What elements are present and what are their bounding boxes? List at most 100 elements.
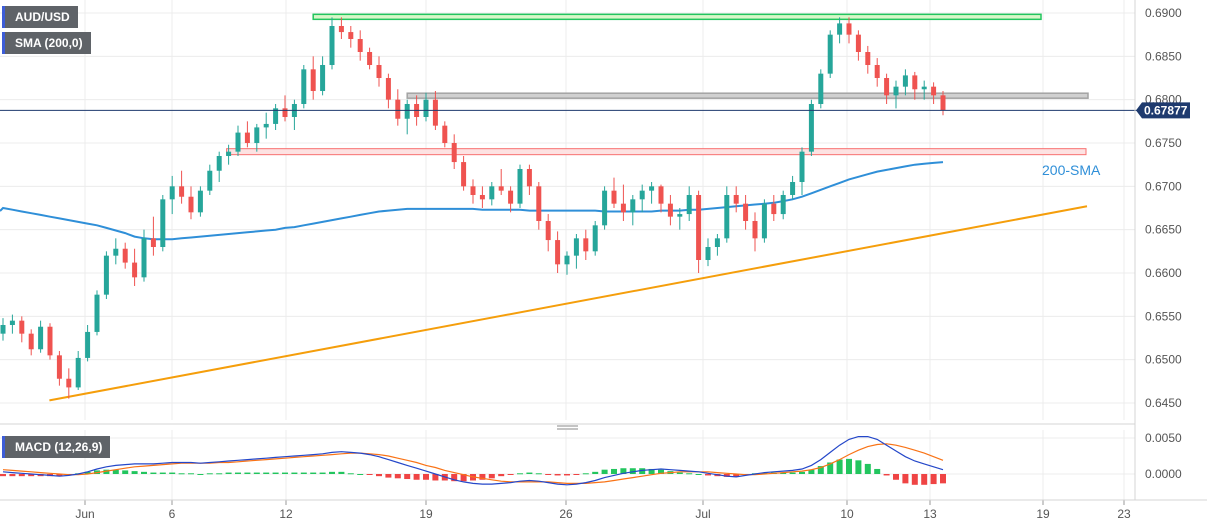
candle-body <box>818 73 824 104</box>
macd-histogram-bar <box>686 473 693 475</box>
candle-body <box>301 69 307 104</box>
candle-body <box>837 23 843 35</box>
time-axis: Jun 6 12 19 26 Jul 10 13 19 23 <box>75 500 1131 521</box>
macd-lines <box>2 436 944 486</box>
macd-histogram-bar <box>216 473 223 475</box>
macd-histogram-bar <box>582 473 589 475</box>
macd-histogram-bar <box>197 474 204 475</box>
macd-histogram-bar <box>291 472 298 474</box>
macd-histogram-bar <box>855 460 862 474</box>
mid-level <box>406 92 1089 99</box>
macd-histogram-bar <box>573 474 580 475</box>
candle-body <box>526 169 532 187</box>
price-tick-label: 0.6700 <box>1145 179 1182 193</box>
candle-body <box>169 186 175 200</box>
macd-histogram-bar <box>705 474 711 476</box>
macd-histogram-bar <box>385 474 392 478</box>
candle-body <box>677 214 683 217</box>
macd-histogram-bar <box>178 473 185 475</box>
macd-histogram-bar <box>761 472 768 474</box>
candle-body <box>385 78 391 100</box>
macd-histogram-bar <box>18 474 25 477</box>
macd-histogram-bar <box>723 474 730 477</box>
candle-body <box>28 333 34 350</box>
candle-body <box>160 199 166 247</box>
macd-histogram-bar <box>535 473 542 475</box>
time-tick-label: 6 <box>169 507 176 521</box>
macd-histogram-bar <box>930 474 937 485</box>
macd-histogram-bar <box>347 473 354 475</box>
macd-histogram-bar <box>56 474 63 477</box>
signal-line <box>2 443 944 484</box>
macd-histogram-bar <box>413 474 420 480</box>
macd-histogram-bar <box>507 474 514 475</box>
candle-body <box>19 320 25 334</box>
candle-body <box>912 75 918 90</box>
macd-histogram-bar <box>376 474 382 477</box>
macd-histogram-bar <box>639 468 646 474</box>
macd-histogram-bar <box>658 469 664 474</box>
macd-histogram-bar <box>874 468 881 474</box>
macd-histogram-bar <box>517 473 523 475</box>
symbol-badge[interactable]: AUD/USD <box>2 6 78 28</box>
candle-body <box>357 39 363 52</box>
panel-divider[interactable] <box>0 423 1135 430</box>
macd-histogram-bar <box>498 474 505 477</box>
candle-body <box>921 86 927 90</box>
candle-body <box>940 95 946 111</box>
macd-histogram-bar <box>103 469 110 474</box>
candle-body <box>724 195 730 239</box>
macd-indicator-badge[interactable]: MACD (12,26,9) <box>2 436 111 458</box>
macd-histogram-bar <box>836 459 843 474</box>
candle-body <box>150 238 156 247</box>
candle-body <box>808 104 814 152</box>
candle-body <box>329 26 335 65</box>
candle-body <box>254 127 260 143</box>
macd-histogram-bar <box>911 474 918 485</box>
candle-body <box>273 108 279 124</box>
candle-body <box>0 325 6 334</box>
candle-body <box>902 75 908 87</box>
macd-histogram-bar <box>902 474 909 484</box>
candle-body <box>310 69 316 91</box>
time-tick-label: 26 <box>559 507 573 521</box>
macd-histogram-bar <box>799 471 805 474</box>
macd-histogram-bar <box>282 472 288 474</box>
candle-body <box>38 326 44 350</box>
candle-body <box>498 186 504 191</box>
macd-histogram-bar <box>206 473 213 475</box>
macd-histogram-bar <box>159 472 166 474</box>
sma-indicator-badge[interactable]: SMA (200,0) <box>2 32 91 54</box>
candle-body <box>733 195 739 204</box>
candles-layer <box>0 17 946 399</box>
candle-body <box>75 357 81 388</box>
candle-body <box>263 123 269 128</box>
candle-body <box>244 132 250 143</box>
macd-grid <box>0 437 1135 475</box>
candle-body <box>846 23 852 35</box>
candle-body <box>696 195 702 260</box>
macd-histogram-bar <box>648 468 655 474</box>
macd-histogram-bar <box>28 474 35 477</box>
time-tick-label: 12 <box>279 507 293 521</box>
candle-body <box>94 294 100 332</box>
candle-body <box>216 156 222 171</box>
candle-body <box>583 238 589 252</box>
candle-body <box>508 190 514 204</box>
macd-histogram-bar <box>404 474 411 480</box>
macd-histogram-bar <box>921 474 928 485</box>
macd-histogram-bar <box>423 474 429 480</box>
price-tick-label: 0.6750 <box>1145 136 1182 150</box>
last-price-label: 0.67877 <box>1144 103 1188 117</box>
candle-body <box>799 151 805 182</box>
price-panel[interactable]: 0.69000.68500.68000.67500.67000.66500.66… <box>0 0 1190 500</box>
macd-histogram <box>0 458 946 485</box>
macd-panel[interactable]: 0.0050 0.0000 <box>0 431 1182 486</box>
macd-histogram-bar <box>366 474 373 475</box>
candle-body <box>874 65 880 78</box>
candle-body <box>461 162 467 187</box>
candle-body <box>85 331 91 358</box>
candle-body <box>790 182 796 195</box>
candle-body <box>9 320 15 325</box>
